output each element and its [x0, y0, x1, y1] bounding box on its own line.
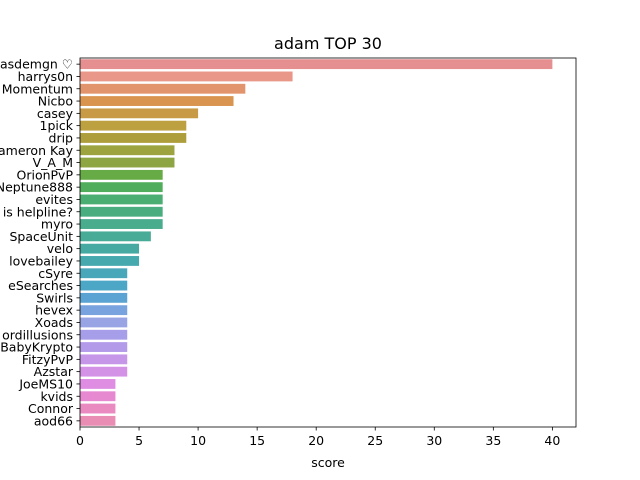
- y-tick-label: evites: [35, 192, 73, 207]
- x-tick-label: 35: [485, 433, 501, 448]
- bar: [80, 83, 246, 94]
- y-tick-label: Azstar: [34, 364, 74, 379]
- y-tick-label: BabyKrypto: [0, 340, 73, 355]
- x-tick-label: 0: [76, 433, 84, 448]
- bar: [80, 71, 293, 82]
- bar: [80, 219, 163, 229]
- y-tick-label: 1pick: [40, 118, 74, 133]
- bar: [80, 403, 116, 414]
- y-tick-label: Nicbo: [38, 94, 73, 109]
- x-tick-label: 10: [190, 433, 206, 448]
- y-tick-label: drip: [49, 130, 74, 145]
- bar: [80, 317, 128, 328]
- y-tick-label: JoeMS10: [18, 376, 73, 391]
- bar: [80, 354, 128, 365]
- y-tick-label: kvids: [40, 389, 73, 404]
- bar: [80, 292, 128, 303]
- y-axis-ticks: asdemgn ♡harrys0nMomentumNicbocasey1pick…: [0, 57, 80, 428]
- bar: [80, 96, 234, 106]
- bar: [80, 59, 553, 70]
- x-tick-label: 15: [249, 433, 265, 448]
- bar: [80, 329, 128, 340]
- bar: [80, 268, 128, 279]
- y-tick-label: Cameron Kay: [0, 143, 74, 158]
- bar: [80, 182, 163, 193]
- bar: [80, 379, 116, 389]
- bar: [80, 366, 128, 377]
- y-tick-label: V_A_M: [33, 155, 73, 170]
- bar: [80, 256, 140, 266]
- x-tick-label: 30: [426, 433, 442, 448]
- bar: [80, 342, 128, 352]
- x-tick-label: 25: [367, 433, 383, 448]
- bar: [80, 169, 163, 180]
- x-tick-label: 40: [544, 433, 560, 448]
- y-tick-label: OrionPvP: [17, 167, 74, 182]
- plot-frame: [79, 57, 577, 428]
- bar: [80, 108, 199, 119]
- x-tick-label: 20: [308, 433, 324, 448]
- bar: [80, 415, 116, 426]
- x-axis-label: score: [311, 455, 345, 470]
- y-tick-label: harrys0n: [18, 69, 73, 84]
- y-tick-label: is helpline?: [3, 204, 73, 219]
- y-tick-label: eSearches: [8, 278, 73, 293]
- y-tick-label: aod66: [34, 413, 73, 428]
- y-tick-label: Momentum: [2, 81, 73, 96]
- y-tick-label: hevex: [35, 303, 73, 318]
- y-tick-label: velo: [47, 241, 73, 256]
- y-tick-label: Xoads: [35, 315, 73, 330]
- y-tick-label: FitzyPvP: [22, 352, 74, 367]
- x-tick-label: 5: [135, 433, 143, 448]
- y-tick-label: ordillusions: [2, 327, 73, 342]
- y-tick-label: myro: [41, 217, 73, 232]
- y-tick-label: lovebailey: [9, 253, 73, 268]
- bar: [80, 145, 175, 156]
- bar: [80, 305, 128, 316]
- y-tick-label: cSyre: [38, 266, 73, 281]
- bar: [80, 120, 187, 131]
- bars-group: [80, 59, 553, 426]
- y-tick-label: SpaceUnit: [9, 229, 73, 244]
- bar: [80, 280, 128, 291]
- y-tick-label: casey: [37, 106, 74, 121]
- y-tick-label: Connor: [28, 401, 74, 416]
- chart-title: adam TOP 30: [274, 34, 382, 53]
- bar: [80, 243, 140, 254]
- y-tick-label: Neptune888: [0, 180, 73, 195]
- bar: [80, 133, 187, 143]
- y-tick-label: Swirls: [36, 290, 73, 305]
- x-axis-ticks: 0 5 10 15 20 25 30 35 40: [76, 427, 560, 448]
- bar: [80, 231, 151, 242]
- bar: [80, 391, 116, 402]
- bar: [80, 206, 163, 217]
- y-tick-label: asdemgn ♡: [0, 57, 73, 72]
- bar: [80, 194, 163, 205]
- bar: [80, 157, 175, 168]
